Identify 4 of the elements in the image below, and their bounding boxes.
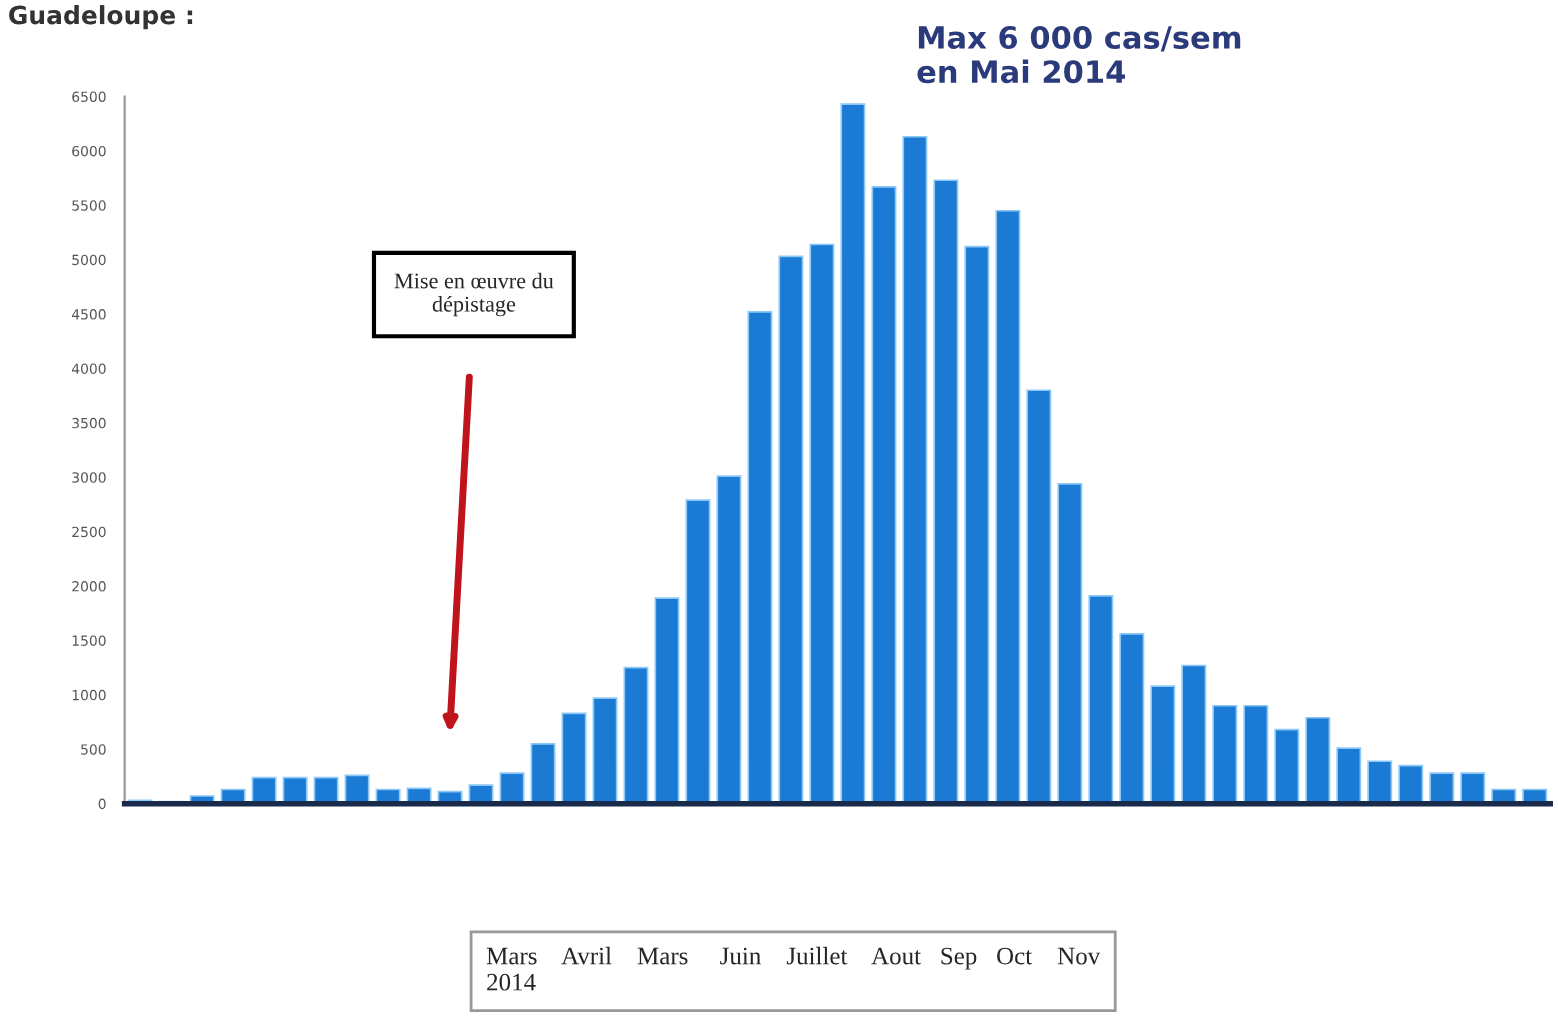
text: Mars Avril Mars Juin Juillet Aout Sep Oct Nov 2014 xyxy=(486,946,1101,991)
text: Max 6 000 cas/sem en Mai 2014 xyxy=(917,25,1241,84)
chart-title: Guadeloupe : xyxy=(9,5,193,30)
annotation: Mise en œuvre du dépistage xyxy=(394,272,554,317)
